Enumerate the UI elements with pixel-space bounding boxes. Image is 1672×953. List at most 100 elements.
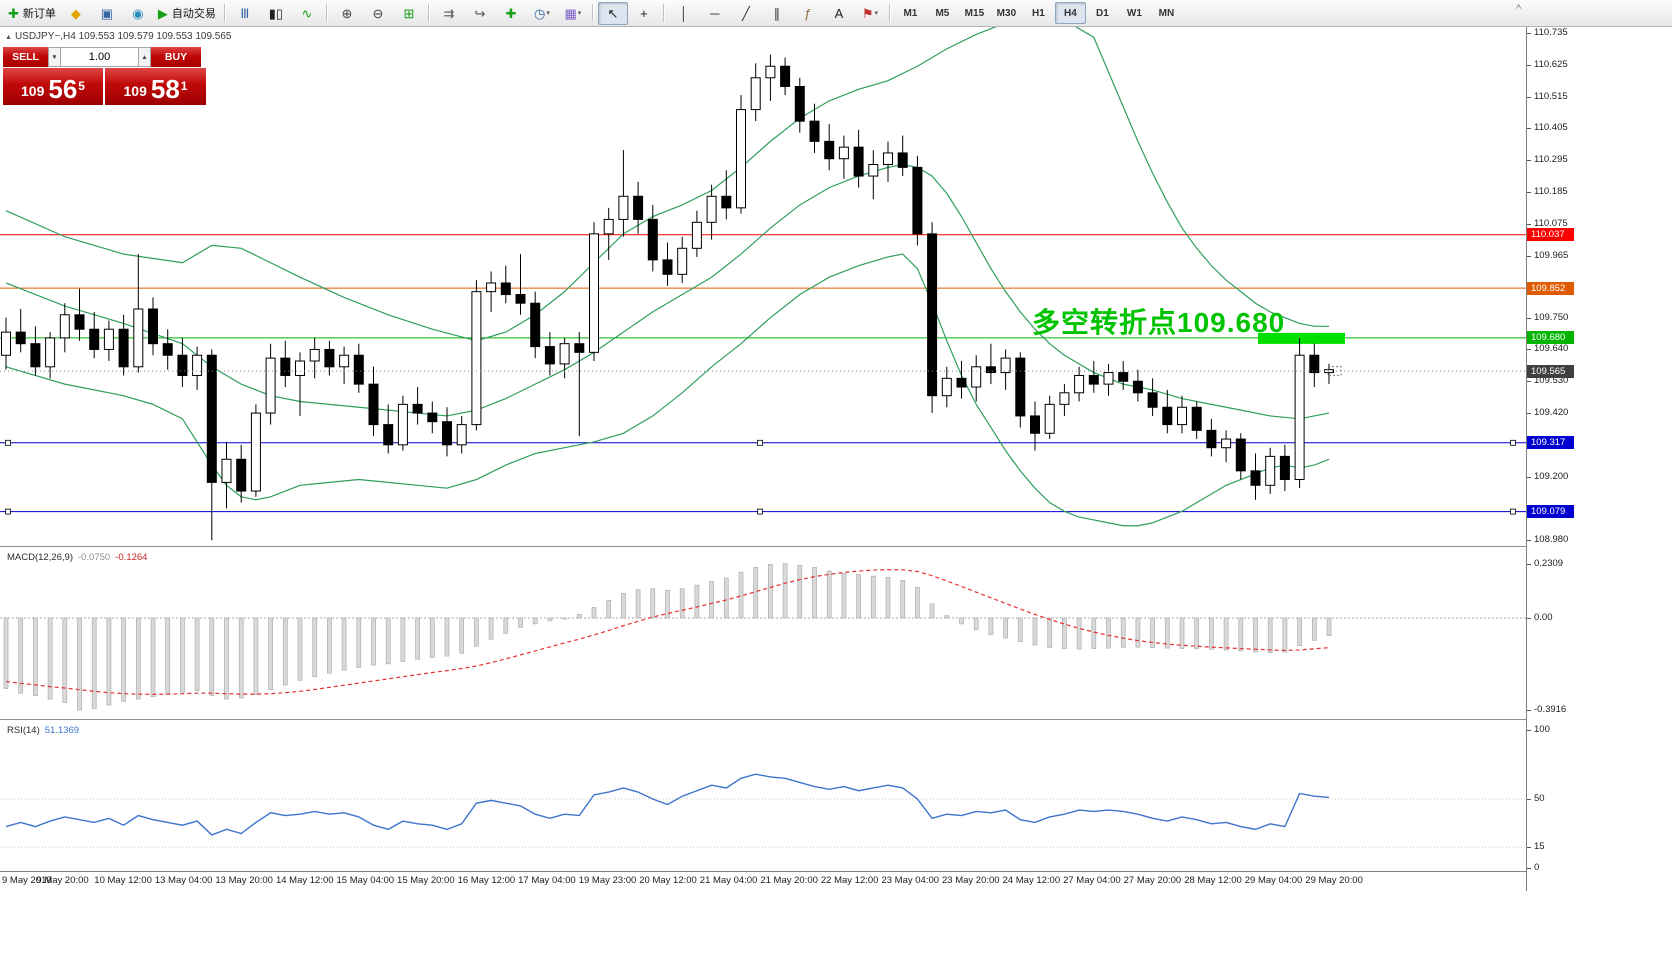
text-label-icon[interactable]: A (824, 2, 854, 25)
date-tick-label: 23 May 04:00 (881, 875, 940, 886)
turning-point-highlight-bar[interactable] (1258, 332, 1345, 344)
date-tick-label: 13 May 20:00 (215, 875, 273, 886)
market-watch-icon: ▣ (100, 5, 114, 21)
dropdown-caret-icon: ▾ (874, 10, 878, 17)
crosshair-icon[interactable]: + (629, 2, 659, 25)
vertical-line-icon[interactable]: │ (669, 2, 699, 25)
new-order-button[interactable]: ✚ 新订单 (4, 2, 60, 25)
date-tick-label: 29 May 20:00 (1305, 875, 1363, 886)
timeframe-H1[interactable]: H1 (1032, 7, 1045, 19)
date-tick-label: 9 May 20:00 (36, 875, 89, 886)
price-tick-label: 110.515 (1534, 90, 1568, 102)
timeframe-H4[interactable]: H4 (1054, 2, 1086, 24)
date-tick-label: 21 May 20:00 (760, 875, 818, 886)
fibonacci-icon[interactable]: ƒ (793, 2, 823, 25)
arrows-icon[interactable]: ⚑ ▾ (855, 2, 885, 25)
periods-icon[interactable]: ◷ ▾ (527, 2, 557, 25)
sell-button[interactable]: SELL (3, 47, 48, 67)
bar-chart-icon: Ⅲ (240, 5, 250, 21)
date-tick-label: 15 May 20:00 (397, 875, 455, 886)
market-watch-icon[interactable]: ▣ (92, 2, 122, 25)
channel-icon[interactable]: ∥ (762, 2, 792, 25)
data-window-icon[interactable]: ◉ (123, 2, 153, 25)
date-tick-label: 17 May 04:00 (518, 875, 576, 886)
auto-trading-button[interactable]: ▶ 自动交易 (154, 2, 220, 25)
indicators-icon: ✚ (505, 5, 517, 21)
price-tick-label: 110.295 (1534, 154, 1568, 166)
date-tick-label: 14 May 12:00 (275, 875, 334, 886)
price-axis[interactable]: 110.735 110.625 110.515 110.405 110.295 110.1… (1526, 27, 1672, 891)
axis-tick (1527, 223, 1531, 225)
price-chip-109.317: 109.317 (1527, 436, 1574, 450)
volume-increase-caret-icon[interactable]: ▲ (138, 47, 151, 67)
dropdown-caret-icon: ▾ (577, 10, 582, 17)
axis-tick (1527, 317, 1531, 319)
date-tick-label: 21 May 04:00 (699, 875, 758, 886)
axis-tick (1527, 128, 1531, 130)
buy-button[interactable]: BUY (151, 47, 201, 67)
cursor-icon[interactable]: ↖ (597, 1, 628, 25)
trendline-icon[interactable]: ╱ (731, 2, 761, 25)
date-axis[interactable]: 9 May 2019 9 May 20:00 10 May 12:00 13 May … (0, 871, 1526, 892)
horizontal-line-icon[interactable]: ─ (700, 2, 730, 25)
zoom-in-icon: ⊕ (341, 5, 353, 21)
axis-tick (1527, 255, 1531, 257)
collapse-icon[interactable]: ▲ (5, 34, 12, 41)
timeframe-M1[interactable]: M1 (903, 7, 918, 19)
date-tick-label: 20 May 12:00 (639, 875, 697, 886)
toolbar-overflow-icon[interactable]: ^ (1516, 3, 1522, 15)
date-tick-label: 22 May 12:00 (820, 875, 879, 886)
date-tick-label: 13 May 04:00 (154, 875, 213, 886)
toolbar-separator (888, 4, 891, 22)
price-tick-label: 110.185 (1534, 185, 1568, 197)
toolbar-separator (325, 4, 328, 22)
zoom-out-icon[interactable]: ⊖ (363, 2, 393, 25)
ask-price-button[interactable]: 109 58 1 (105, 68, 206, 105)
panel-separator[interactable] (0, 719, 1526, 720)
templates-icon[interactable]: ▦ ▾ (558, 2, 588, 25)
tile-windows-icon[interactable]: ⊞ (394, 2, 424, 25)
timeframe-M5[interactable]: M5 (935, 7, 950, 19)
main-chart-canvas[interactable] (0, 27, 1526, 546)
date-tick-label: 27 May 20:00 (1123, 875, 1182, 886)
turning-point-annotation[interactable]: 多空转折点109.680 (1032, 307, 1286, 338)
zoom-out-icon: ⊖ (372, 5, 384, 21)
data-window-icon: ◉ (132, 5, 144, 21)
timeframe-M15[interactable]: M15 (964, 7, 985, 19)
chart-shift-icon[interactable]: ↪ (465, 2, 495, 25)
price-tick-label: 110.405 (1534, 122, 1568, 134)
line-chart-icon[interactable]: ∿ (292, 2, 322, 25)
volume-decrease-caret-icon[interactable]: ▼ (48, 47, 61, 67)
price-tick-label: 108.980 (1534, 534, 1569, 546)
price-chip-109.680: 109.680 (1527, 331, 1574, 345)
zoom-in-icon[interactable]: ⊕ (332, 2, 362, 25)
macd-panel-canvas[interactable] (0, 549, 1526, 719)
volume-input[interactable] (61, 47, 138, 67)
bid-price-button[interactable]: 109 56 5 (3, 68, 103, 105)
price-tick-label: 110.075 (1534, 217, 1568, 229)
timeframe-W1[interactable]: W1 (1126, 7, 1142, 19)
new-order-button-label: 新订单 (22, 8, 56, 20)
indicators-icon[interactable]: ✚ (496, 2, 526, 25)
last-price-marker (1327, 366, 1342, 377)
hline-109.079[interactable] (0, 508, 1526, 515)
cursor-icon: ↖ (607, 5, 619, 21)
auto-scroll-icon[interactable]: ⇉ (434, 2, 464, 25)
timeframe-D1[interactable]: D1 (1096, 7, 1109, 19)
candlestick-chart-icon: ▮▯ (268, 5, 284, 21)
channel-icon: ∥ (773, 5, 781, 21)
metaquotes-icon[interactable]: ◆ (61, 2, 91, 25)
bollinger-middle-band (5, 163, 1330, 420)
price-tick-label: 109.640 (1534, 343, 1569, 355)
axis-tick (1527, 160, 1531, 162)
auto-trading-button-label: 自动交易 (171, 8, 216, 20)
timeframe-MN[interactable]: MN (1158, 7, 1175, 19)
panel-separator[interactable] (0, 546, 1526, 547)
bar-chart-icon[interactable]: Ⅲ (230, 2, 260, 25)
rsi-panel-canvas[interactable] (0, 722, 1526, 871)
candlestick-chart-icon[interactable]: ▮▯ (261, 2, 291, 25)
timeframe-M30[interactable]: M30 (996, 7, 1017, 19)
new-order-button: ✚ (8, 5, 19, 21)
toolbar-separator (591, 4, 594, 22)
